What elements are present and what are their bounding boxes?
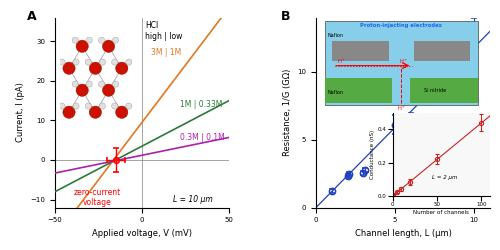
Text: A: A: [27, 10, 37, 23]
Text: zero-current
voltage: zero-current voltage: [73, 188, 120, 207]
X-axis label: Channel length, L (μm): Channel length, L (μm): [354, 229, 452, 238]
Text: L = 10 μm: L = 10 μm: [174, 194, 213, 203]
Text: B: B: [281, 10, 290, 23]
Text: 1M | 0.33M: 1M | 0.33M: [180, 100, 222, 108]
Y-axis label: Resistance, 1/G (GΩ): Resistance, 1/G (GΩ): [282, 69, 292, 156]
Y-axis label: Current, I (pA): Current, I (pA): [16, 82, 25, 142]
X-axis label: Applied voltage, V (mV): Applied voltage, V (mV): [92, 229, 192, 238]
Text: HCl
high | low: HCl high | low: [146, 22, 183, 41]
Text: 3M | 1M: 3M | 1M: [150, 48, 181, 57]
Text: 0.3M | 0.1M: 0.3M | 0.1M: [180, 133, 225, 142]
